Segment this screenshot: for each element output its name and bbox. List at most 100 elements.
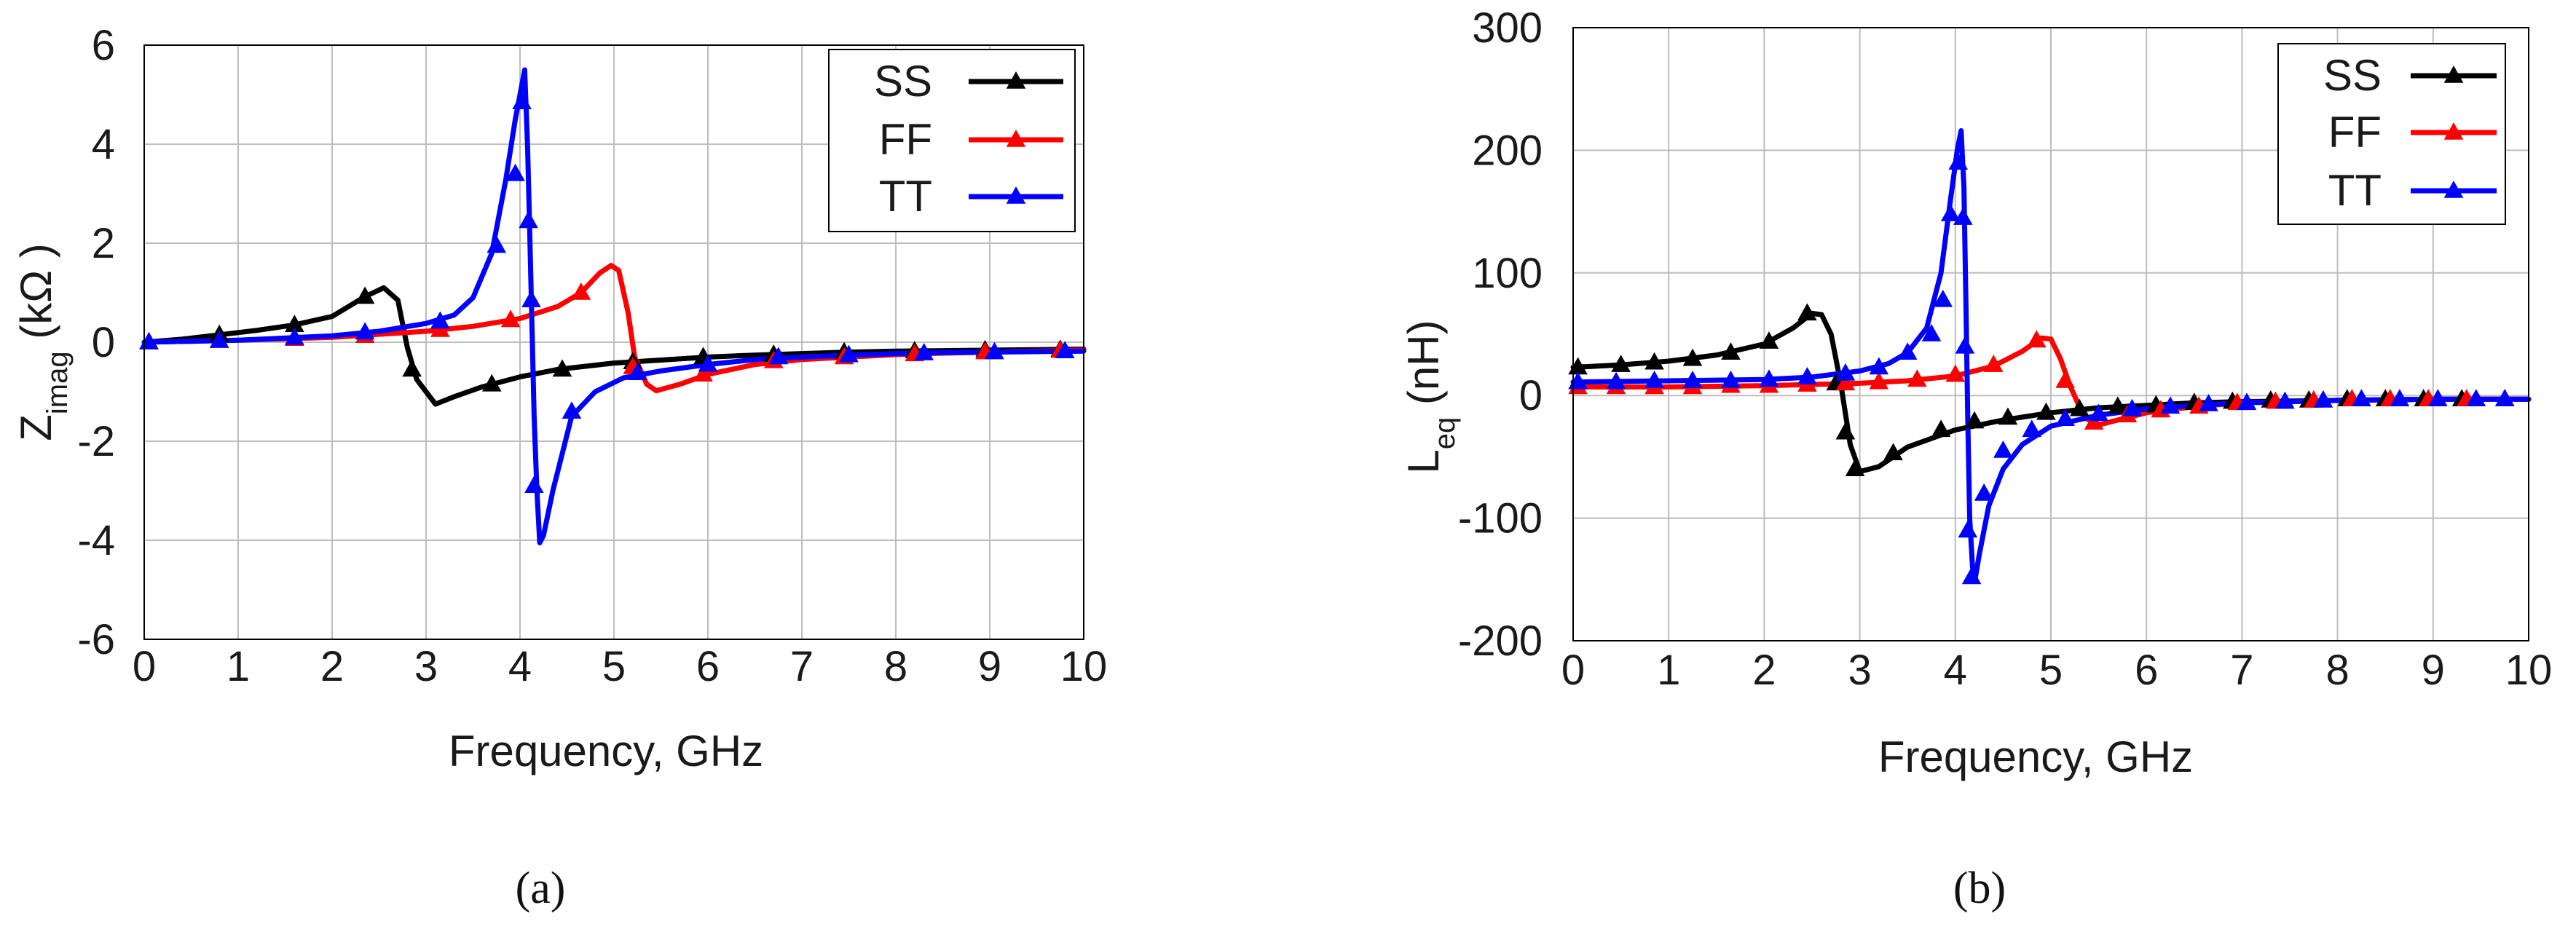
y-tick-label: 200 bbox=[1472, 127, 1543, 174]
x-tick-label: 10 bbox=[2505, 647, 2553, 694]
y-tick-label: 300 bbox=[1472, 4, 1543, 52]
data-point-tt bbox=[562, 401, 582, 419]
data-point-ss bbox=[1645, 352, 1664, 370]
data-point-tt bbox=[519, 210, 538, 229]
x-tick-label: 6 bbox=[696, 643, 720, 690]
data-point-tt bbox=[1921, 324, 1942, 341]
data-point-tt bbox=[1974, 483, 1994, 501]
data-point-tt bbox=[430, 311, 450, 329]
y-tick-label: 6 bbox=[92, 22, 115, 69]
x-tick-label: 3 bbox=[1848, 647, 1871, 694]
data-point-tt bbox=[521, 290, 541, 307]
data-point-tt bbox=[1961, 566, 1982, 585]
data-point-ss bbox=[1835, 422, 1856, 440]
y-tick-label: -100 bbox=[1458, 495, 1543, 542]
data-point-tt bbox=[2122, 398, 2142, 416]
legend-marker-ss bbox=[1006, 71, 1026, 89]
data-point-ss bbox=[402, 359, 422, 377]
y-axis-label: Zimag (kΩ ) bbox=[12, 243, 74, 441]
x-tick-label: 8 bbox=[884, 643, 907, 690]
x-tick-label: 0 bbox=[1561, 647, 1585, 694]
data-point-ss bbox=[1883, 443, 1903, 461]
x-tick-label: 5 bbox=[2039, 647, 2063, 694]
data-point-ss bbox=[2108, 396, 2128, 414]
data-point-tt bbox=[2055, 408, 2075, 426]
x-tick-label: 9 bbox=[2422, 647, 2445, 694]
data-point-ss bbox=[1931, 419, 1951, 438]
data-point-ss bbox=[1797, 303, 1817, 321]
data-point-tt bbox=[1759, 369, 1779, 387]
data-point-ff bbox=[693, 364, 713, 382]
x-tick-label: 0 bbox=[133, 643, 156, 690]
data-point-tt bbox=[2275, 391, 2295, 409]
data-point-tt bbox=[1797, 366, 1817, 384]
data-point-tt bbox=[1835, 363, 1856, 381]
data-point-tt bbox=[487, 235, 507, 253]
data-point-tt bbox=[2390, 389, 2410, 407]
data-point-ff bbox=[1869, 371, 1889, 390]
data-point-ss bbox=[482, 374, 502, 392]
data-point-tt bbox=[2160, 396, 2181, 414]
x-tick-label: 7 bbox=[2230, 647, 2253, 694]
data-point-ff bbox=[571, 283, 591, 300]
x-axis-label: Frequency, GHz bbox=[1878, 732, 2193, 781]
panel-label-b: (b) bbox=[1953, 864, 2006, 913]
data-point-tt bbox=[1606, 371, 1626, 390]
legend-label-ss: SS bbox=[2323, 51, 2382, 100]
data-point-ss bbox=[355, 286, 375, 304]
data-point-tt bbox=[1958, 520, 1978, 538]
legend-label-ff: FF bbox=[879, 115, 932, 164]
y-tick-label: -6 bbox=[77, 616, 115, 663]
y-tick-label: 0 bbox=[1519, 372, 1543, 419]
data-point-tt bbox=[1953, 208, 1973, 225]
legend: SS FF TT bbox=[2277, 43, 2506, 225]
data-point-ss bbox=[1611, 355, 1631, 372]
data-point-tt bbox=[1869, 357, 1889, 375]
x-tick-label: 7 bbox=[790, 643, 814, 690]
data-point-tt bbox=[2494, 389, 2515, 407]
data-point-ss bbox=[1682, 348, 1703, 366]
data-point-tt bbox=[285, 327, 304, 345]
panel-label-a: (a) bbox=[516, 864, 566, 913]
y-axis-label: Leq (nH) bbox=[1399, 320, 1461, 473]
x-tick-label: 1 bbox=[227, 643, 250, 690]
data-point-ss bbox=[552, 359, 572, 377]
x-tick-label: 2 bbox=[320, 643, 344, 690]
data-point-ss bbox=[1845, 459, 1865, 477]
data-point-tt bbox=[2022, 419, 2042, 438]
data-point-ss bbox=[2036, 402, 2056, 420]
data-point-tt bbox=[698, 354, 718, 372]
legend-marker-ss bbox=[2443, 66, 2464, 83]
legend-label-tt: TT bbox=[879, 172, 932, 221]
data-point-ss bbox=[1998, 407, 2018, 425]
data-point-tt bbox=[512, 92, 532, 109]
x-tick-label: 9 bbox=[978, 643, 1001, 690]
data-point-tt bbox=[2237, 392, 2257, 411]
y-tick-label: 4 bbox=[92, 121, 115, 168]
data-point-ss bbox=[285, 315, 304, 332]
legend-marker-ff bbox=[1006, 130, 1026, 147]
data-point-ff bbox=[2055, 370, 2075, 388]
data-point-ff bbox=[1983, 355, 2004, 372]
legend-label-tt: TT bbox=[2328, 166, 2382, 215]
data-point-ff bbox=[1907, 369, 1927, 387]
data-point-tt bbox=[1645, 370, 1664, 388]
y-tick-label: -4 bbox=[77, 517, 115, 564]
x-tick-label: 2 bbox=[1752, 647, 1776, 694]
data-point-tt bbox=[1948, 152, 1969, 170]
data-point-ss bbox=[2070, 398, 2089, 416]
data-point-tt bbox=[2199, 393, 2218, 411]
data-point-tt bbox=[1055, 341, 1075, 359]
y-tick-label: 2 bbox=[92, 220, 115, 267]
data-point-tt bbox=[2089, 403, 2108, 422]
x-tick-label: 3 bbox=[414, 643, 438, 690]
chart-panel-a: 0 1 2 3 4 5 6 7 8 9 10 -6 -4 -2 0 2 4 6 Frequency, GHz Zi… bbox=[12, 22, 1107, 913]
data-point-tt bbox=[2352, 389, 2371, 407]
y-tick-label: -2 bbox=[77, 418, 115, 465]
data-point-tt bbox=[1955, 336, 1975, 354]
data-point-tt bbox=[1993, 440, 2013, 458]
data-point-ff bbox=[500, 309, 521, 328]
data-point-tt bbox=[2428, 389, 2448, 407]
data-point-tt bbox=[627, 363, 647, 380]
